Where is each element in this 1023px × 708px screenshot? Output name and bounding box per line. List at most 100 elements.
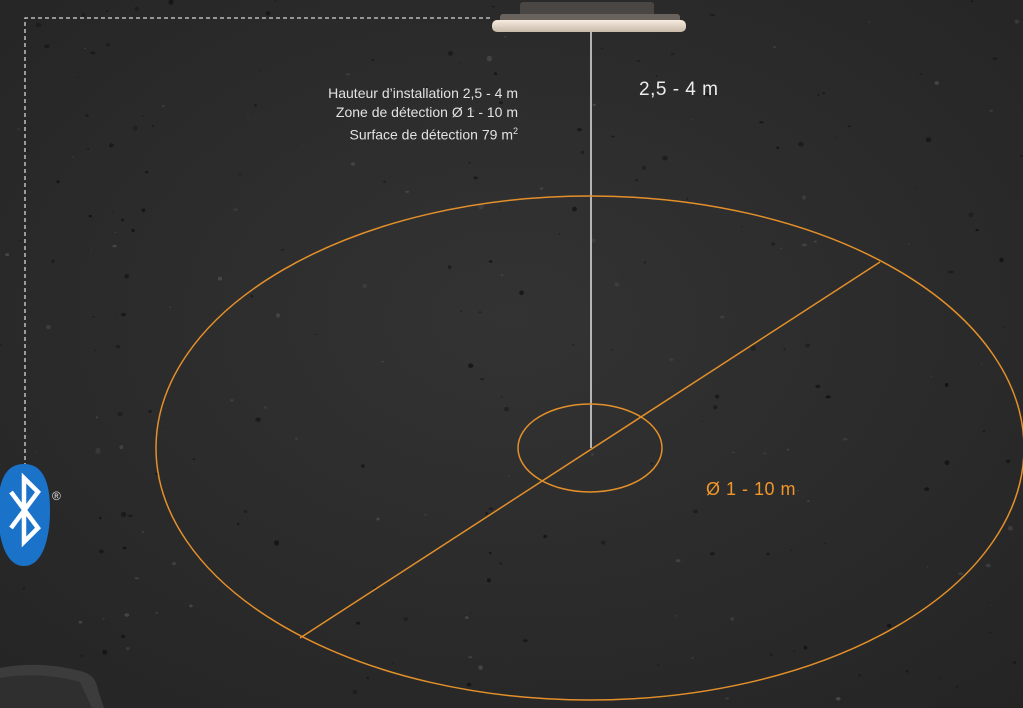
concrete-speck [403, 617, 408, 622]
concrete-speck [275, 313, 281, 318]
concrete-speck [337, 18, 339, 21]
concrete-speck [345, 72, 350, 76]
concrete-speck [480, 378, 485, 381]
concrete-speck [230, 399, 234, 402]
concrete-speck [798, 141, 804, 147]
concrete-speck [600, 540, 606, 545]
concrete-speck [376, 517, 380, 521]
concrete-speck [662, 156, 668, 161]
concrete-speck [999, 257, 1004, 263]
concrete-speck [522, 639, 528, 642]
concrete-speck [470, 612, 472, 614]
concrete-speck [670, 53, 675, 56]
concrete-speck [478, 311, 482, 313]
concrete-speck [771, 242, 776, 246]
concrete-speck [83, 47, 86, 50]
concrete-speck [590, 452, 594, 456]
concrete-speck [488, 551, 492, 555]
concrete-speck [907, 243, 910, 245]
concrete-speck [247, 117, 250, 119]
installation-height-text: Hauteur d’installation 2,5 - 4 m [328, 85, 518, 101]
concrete-speck [958, 572, 963, 576]
concrete-speck [468, 656, 473, 659]
concrete-speck [141, 531, 145, 533]
concrete-speck [120, 511, 127, 518]
concrete-speck [46, 324, 51, 330]
concrete-speck [56, 180, 60, 184]
concrete-speck [975, 228, 979, 232]
chair-silhouette [0, 664, 104, 708]
concrete-speck [366, 676, 370, 680]
concrete-speck [709, 13, 715, 17]
concrete-speck [265, 11, 271, 16]
concrete-speck [1007, 525, 1013, 531]
concrete-speck [500, 273, 504, 277]
concrete-speck [122, 546, 127, 550]
concrete-speck [655, 75, 658, 77]
concrete-speck [85, 114, 89, 117]
concrete-speck [929, 375, 933, 377]
concrete-speck [924, 487, 930, 491]
concrete-speck [131, 228, 135, 232]
height-range-label: 2,5 - 4 m [639, 79, 719, 100]
concrete-speck [151, 125, 154, 127]
concrete-speck [5, 253, 10, 257]
inner-detection-zone [517, 403, 663, 493]
concrete-speck [447, 265, 452, 269]
concrete-speck [934, 81, 939, 85]
concrete-speck [17, 127, 20, 131]
concrete-speck [701, 420, 704, 422]
concrete-speck [675, 559, 681, 563]
concrete-speck [905, 669, 909, 673]
concrete-speck [948, 270, 954, 274]
concrete-speck [352, 689, 358, 695]
concrete-speck [102, 649, 108, 655]
concrete-speck [868, 21, 870, 23]
concrete-speck [259, 69, 261, 71]
concrete-speck [486, 55, 492, 62]
concrete-speck [985, 563, 991, 568]
concrete-speck [590, 238, 596, 243]
concrete-speck [95, 447, 101, 454]
concrete-speck [362, 283, 367, 288]
concrete-speck [94, 349, 96, 351]
concrete-speck [141, 115, 144, 117]
concrete-speck [172, 562, 176, 566]
concrete-speck [162, 105, 165, 107]
concrete-speck [78, 620, 83, 624]
concrete-speck [641, 165, 647, 170]
concrete-speck [989, 109, 993, 112]
detection-zone-text: Zone de détection Ø 1 - 10 m [335, 104, 518, 120]
concrete-speck [425, 86, 429, 89]
concrete-speck [90, 249, 93, 251]
concrete-speck [878, 570, 881, 572]
concrete-speck [71, 156, 74, 158]
concrete-speck [218, 276, 223, 281]
concrete-speck [36, 451, 38, 453]
concrete-speck [141, 208, 146, 213]
concrete-speck [750, 345, 756, 352]
concrete-speck [87, 148, 89, 150]
concrete-speck [592, 103, 596, 106]
concrete-speck [643, 261, 647, 264]
concrete-speck [148, 410, 152, 413]
concrete-speck [274, 0, 277, 2]
concrete-speck [783, 348, 786, 350]
registered-mark: ® [52, 489, 61, 503]
concrete-speck [98, 549, 104, 554]
concrete-speck [696, 500, 698, 502]
concrete-speck [121, 218, 125, 222]
concrete-speck [847, 125, 851, 128]
concrete-speck [112, 211, 115, 214]
concrete-speck [493, 72, 498, 76]
concrete-speck [134, 577, 139, 580]
concrete-speck [657, 664, 659, 666]
concrete-speck [192, 458, 195, 460]
concrete-speck [95, 416, 99, 419]
concrete-speck [982, 430, 986, 433]
concrete-speck [797, 43, 799, 44]
concrete-speck [1019, 154, 1023, 157]
concrete-speck [105, 10, 108, 13]
concrete-speck [361, 464, 365, 468]
concrete-speck [611, 135, 615, 138]
